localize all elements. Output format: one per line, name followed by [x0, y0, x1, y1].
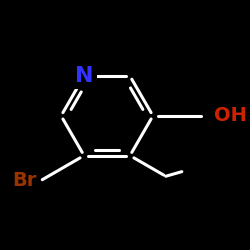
Text: N: N — [75, 66, 93, 86]
Text: Br: Br — [12, 171, 37, 190]
Text: OH: OH — [214, 106, 246, 125]
